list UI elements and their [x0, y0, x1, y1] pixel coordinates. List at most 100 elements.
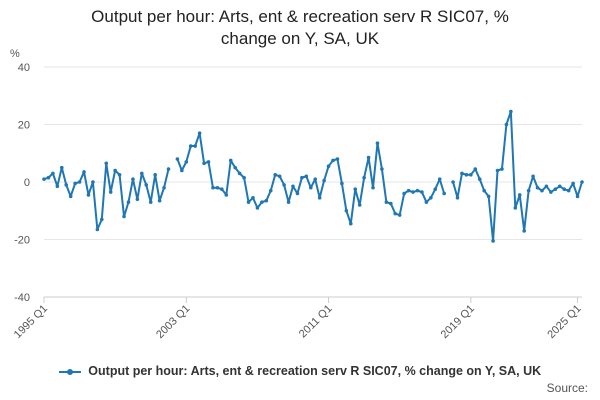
- data-point[interactable]: [251, 196, 255, 200]
- data-point[interactable]: [304, 174, 309, 179]
- data-point[interactable]: [322, 178, 326, 183]
- data-point[interactable]: [73, 181, 77, 186]
- data-point[interactable]: [224, 193, 229, 197]
- data-point[interactable]: [504, 122, 509, 127]
- data-point[interactable]: [46, 175, 51, 180]
- data-point[interactable]: [291, 184, 295, 189]
- data-point[interactable]: [255, 206, 260, 210]
- data-point[interactable]: [393, 211, 398, 216]
- data-point[interactable]: [500, 167, 504, 171]
- data-point[interactable]: [86, 193, 91, 197]
- data-point[interactable]: [384, 200, 389, 204]
- data-point[interactable]: [273, 173, 278, 177]
- data-point[interactable]: [375, 141, 380, 145]
- data-point[interactable]: [455, 196, 460, 200]
- data-point[interactable]: [180, 168, 184, 173]
- legend[interactable]: Output per hour: Arts, ent & recreation …: [0, 364, 600, 378]
- data-point[interactable]: [202, 161, 206, 166]
- data-point[interactable]: [237, 171, 242, 176]
- data-point[interactable]: [104, 161, 109, 166]
- data-point[interactable]: [451, 180, 455, 184]
- data-point[interactable]: [433, 187, 438, 191]
- data-point[interactable]: [268, 188, 273, 193]
- data-point[interactable]: [108, 190, 113, 194]
- data-point[interactable]: [228, 158, 233, 163]
- data-point[interactable]: [473, 167, 478, 171]
- data-point[interactable]: [264, 198, 269, 203]
- data-point[interactable]: [162, 185, 166, 190]
- data-point[interactable]: [122, 214, 126, 219]
- data-point[interactable]: [486, 194, 491, 199]
- data-point[interactable]: [55, 184, 60, 189]
- data-point[interactable]: [68, 194, 73, 199]
- data-point[interactable]: [126, 200, 131, 204]
- data-point[interactable]: [197, 131, 202, 135]
- data-point[interactable]: [562, 187, 567, 191]
- data-point[interactable]: [260, 200, 264, 204]
- data-point[interactable]: [557, 184, 562, 189]
- data-point[interactable]: [131, 177, 135, 181]
- data-point[interactable]: [522, 229, 526, 233]
- data-point[interactable]: [95, 227, 100, 232]
- data-point[interactable]: [211, 185, 215, 190]
- data-point[interactable]: [153, 173, 157, 177]
- data-point[interactable]: [91, 180, 95, 184]
- data-point[interactable]: [429, 196, 433, 200]
- data-point[interactable]: [535, 185, 540, 190]
- data-point[interactable]: [531, 174, 535, 179]
- data-point[interactable]: [580, 180, 584, 184]
- data-point[interactable]: [317, 196, 322, 200]
- data-point[interactable]: [362, 175, 366, 180]
- data-point[interactable]: [397, 213, 402, 217]
- data-point[interactable]: [495, 168, 500, 173]
- data-point[interactable]: [335, 157, 340, 161]
- data-point[interactable]: [464, 173, 469, 177]
- data-point[interactable]: [366, 155, 371, 160]
- data-point[interactable]: [553, 187, 558, 191]
- data-point[interactable]: [415, 188, 420, 193]
- data-point[interactable]: [482, 188, 486, 193]
- data-point[interactable]: [188, 144, 193, 148]
- data-point[interactable]: [406, 188, 411, 193]
- data-point[interactable]: [282, 183, 286, 187]
- data-point[interactable]: [175, 157, 180, 161]
- data-point[interactable]: [469, 173, 473, 177]
- data-point[interactable]: [331, 158, 335, 163]
- data-point[interactable]: [326, 164, 331, 168]
- data-point[interactable]: [42, 177, 46, 181]
- data-point[interactable]: [148, 200, 153, 204]
- data-point[interactable]: [117, 173, 122, 177]
- data-point[interactable]: [113, 168, 117, 173]
- data-point[interactable]: [526, 188, 531, 193]
- data-point[interactable]: [135, 197, 140, 202]
- data-point[interactable]: [340, 181, 344, 186]
- data-point[interactable]: [477, 177, 482, 181]
- data-point[interactable]: [166, 167, 171, 171]
- data-point[interactable]: [491, 239, 495, 243]
- data-point[interactable]: [295, 191, 300, 196]
- data-point[interactable]: [51, 171, 55, 176]
- data-point[interactable]: [308, 185, 313, 190]
- data-point[interactable]: [344, 208, 349, 213]
- data-point[interactable]: [420, 190, 424, 194]
- data-point[interactable]: [353, 187, 358, 191]
- data-point[interactable]: [300, 175, 304, 180]
- data-point[interactable]: [442, 191, 446, 196]
- data-point[interactable]: [513, 206, 518, 210]
- data-point[interactable]: [215, 185, 220, 190]
- data-point[interactable]: [575, 194, 580, 199]
- data-point[interactable]: [437, 177, 442, 181]
- data-point[interactable]: [544, 184, 549, 189]
- data-point[interactable]: [380, 167, 384, 171]
- data-point[interactable]: [233, 165, 237, 170]
- data-point[interactable]: [206, 160, 211, 164]
- data-point[interactable]: [389, 201, 393, 206]
- data-point[interactable]: [313, 177, 318, 181]
- data-point[interactable]: [157, 198, 162, 203]
- data-point[interactable]: [277, 174, 282, 179]
- data-point[interactable]: [59, 165, 64, 170]
- data-point[interactable]: [402, 191, 406, 196]
- data-point[interactable]: [242, 175, 246, 180]
- data-point[interactable]: [540, 188, 544, 193]
- data-point[interactable]: [509, 109, 513, 114]
